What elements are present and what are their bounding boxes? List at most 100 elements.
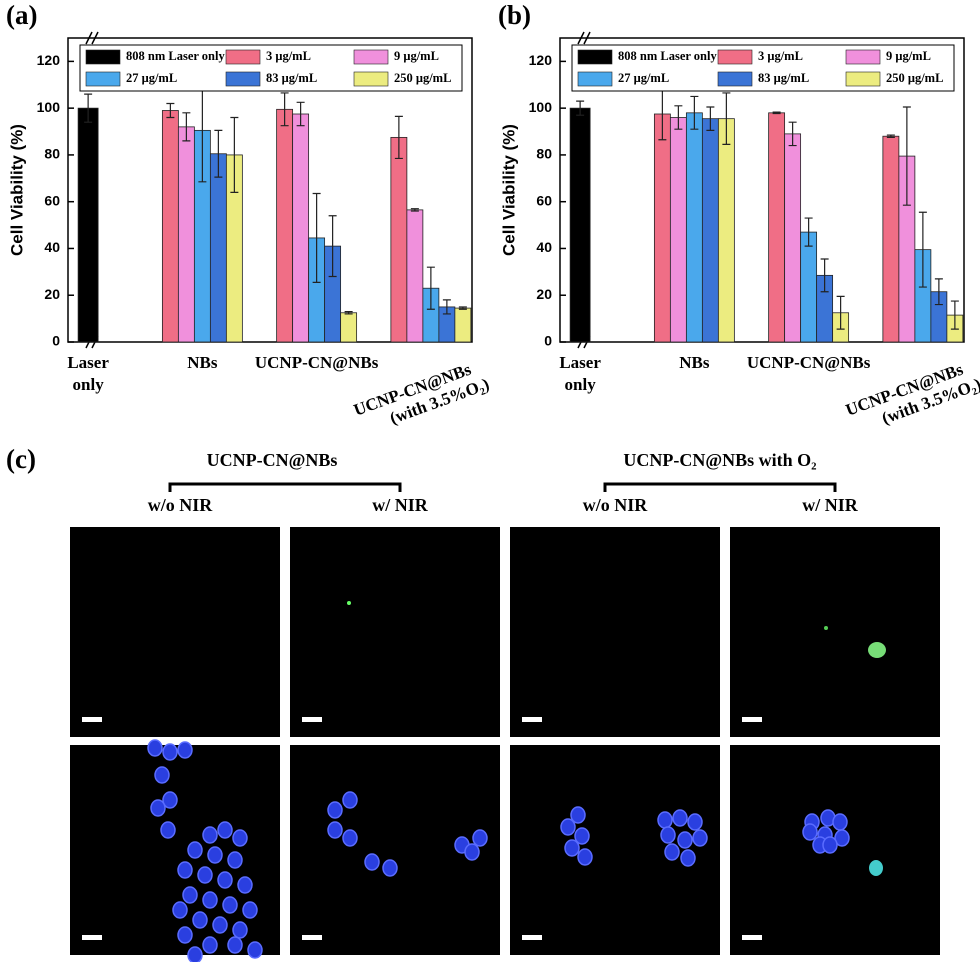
x-tick-label: UCNP-CN@NBs (747, 353, 871, 372)
scale-bar (82, 935, 102, 940)
cell (560, 818, 576, 836)
error-bar (902, 106, 911, 206)
image (70, 745, 280, 955)
cell (192, 911, 208, 929)
error-bar (918, 211, 927, 288)
cell (680, 849, 696, 867)
error-bar (166, 102, 175, 119)
cell (162, 791, 178, 809)
cell (692, 829, 708, 847)
x-tick-label: NBs (187, 353, 218, 372)
legend-label: 3 μg/mL (758, 49, 803, 63)
legend-label: 27 μg/mL (126, 71, 177, 85)
cell (147, 739, 163, 757)
condition-label: w/ NIR (372, 495, 429, 515)
bar (701, 118, 719, 343)
y-axis-label: Cell Viability (%) (499, 124, 518, 256)
cells (147, 739, 850, 962)
legend-label: 250 μg/mL (394, 71, 451, 85)
legend-label: 3 μg/mL (266, 49, 311, 63)
image (510, 527, 720, 737)
legend-label: 808 nm Laser only (126, 49, 225, 63)
panel-label: (a) (6, 0, 37, 30)
error-bar (182, 112, 191, 142)
error-bar (576, 100, 585, 116)
legend-swatch (845, 49, 881, 65)
error-bar (394, 115, 403, 160)
legend-swatch (717, 49, 753, 65)
bar (276, 108, 294, 343)
plot-frame (67, 37, 473, 343)
y-tick-label: 100 (529, 99, 553, 115)
legend-swatch (353, 49, 389, 65)
scale-bar (522, 717, 542, 722)
cell-signal (347, 601, 351, 605)
cell (237, 876, 253, 894)
bar (653, 113, 671, 343)
cell (677, 831, 693, 849)
bar (768, 112, 786, 343)
error-bar (836, 295, 845, 330)
bar (77, 107, 99, 343)
cell (177, 926, 193, 944)
cell (247, 941, 263, 959)
cell (202, 936, 218, 954)
x-tick-label: Laser only (559, 353, 601, 394)
cell (207, 846, 223, 864)
cell-signal (868, 642, 886, 658)
y-axis-label: Cell Viability (%) (7, 124, 26, 256)
error-bar (328, 215, 337, 278)
cell (564, 839, 580, 857)
legend-label: 83 μg/mL (266, 71, 317, 85)
y-tick-label: 0 (544, 333, 552, 349)
legend-swatch (85, 71, 121, 87)
cell (687, 813, 703, 831)
cell (202, 826, 218, 844)
legend-box (79, 44, 463, 92)
plot-frame (559, 37, 965, 343)
legend-label: 250 μg/mL (886, 71, 943, 85)
error-bar (442, 299, 451, 315)
y-tick-label: 40 (536, 239, 552, 255)
cell (327, 801, 343, 819)
cell (172, 901, 188, 919)
bracket (603, 482, 837, 492)
bar (390, 136, 408, 343)
cell (232, 921, 248, 939)
cell (197, 866, 213, 884)
bar (569, 107, 591, 343)
error-bar (84, 93, 93, 123)
legend-swatch (85, 49, 121, 65)
y-tick-label: 100 (37, 99, 61, 115)
error-bar (722, 92, 731, 145)
cell (154, 766, 170, 784)
cell (242, 901, 258, 919)
error-bar (312, 192, 321, 283)
y-tick-label: 80 (44, 146, 60, 162)
error-bar (772, 111, 781, 115)
image (70, 527, 280, 737)
cell (227, 936, 243, 954)
cell (202, 891, 218, 909)
cell (832, 813, 848, 831)
scale-bar (302, 935, 322, 940)
group-title: UCNP-CN@NBs with O₂ (623, 450, 816, 470)
cell (212, 916, 228, 934)
error-bar (230, 116, 239, 193)
panel-label: (c) (6, 444, 36, 474)
cell-signal (824, 626, 828, 630)
cell (160, 821, 176, 839)
legend-box (571, 44, 955, 92)
cell (834, 829, 850, 847)
x-tick-label: UCNP-CN@NBs (255, 353, 379, 372)
bar (177, 126, 195, 343)
condition-label: w/o NIR (148, 495, 214, 515)
scale-bar (522, 935, 542, 940)
cell (574, 827, 590, 845)
bar (340, 312, 358, 343)
legend-label: 27 μg/mL (618, 71, 669, 85)
cell (187, 946, 203, 962)
error-bar (674, 105, 683, 130)
y-tick-label: 0 (52, 333, 60, 349)
